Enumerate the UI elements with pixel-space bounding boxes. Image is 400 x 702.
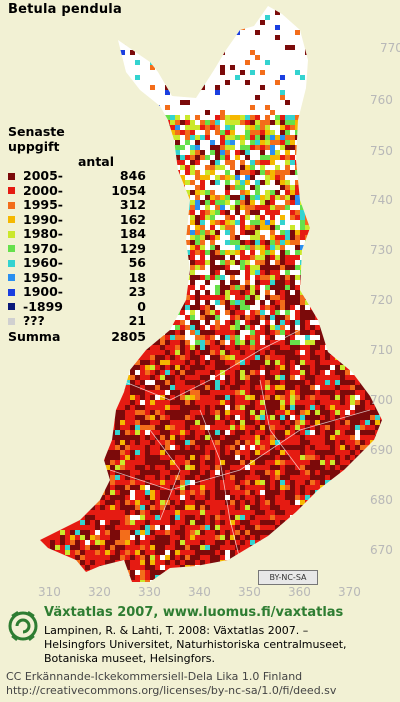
legend-sum-row: Summa 2805 (8, 328, 146, 345)
y-label-670: 670 (370, 543, 393, 557)
legend-sum-label: Summa (8, 328, 61, 344)
footer-atlas-link[interactable]: Växtatlas 2007, www.luomus.fi/vaxtatlas (44, 605, 344, 620)
legend-swatch (8, 259, 15, 267)
legend-period: 1960- (23, 255, 63, 271)
legend-row: -1899 0 (8, 298, 146, 315)
y-label-680: 680 (370, 493, 393, 507)
cc-license-badge[interactable]: BY-NC-SA (258, 570, 318, 585)
y-label-720: 720 (370, 293, 393, 307)
legend-swatch (8, 288, 15, 296)
legend-swatch (8, 172, 15, 180)
x-label-360: 360 (288, 585, 311, 599)
legend-row: 2000- 1054 (8, 182, 146, 199)
footer-citation-line-1: Lampinen, R. & Lahti, T. 2008: Växtatlas… (44, 624, 309, 637)
grid-labels: 770 760 750 740 730 720 710 700 690 680 … (38, 41, 400, 599)
legend-swatch (8, 317, 15, 325)
legend-swatch (8, 187, 15, 195)
legend-count: 56 (128, 255, 146, 271)
luomus-logo-icon (8, 610, 38, 641)
x-label-310: 310 (38, 585, 61, 599)
legend-swatch (8, 274, 15, 282)
legend-period: 1900- (23, 284, 63, 300)
legend-count: 312 (119, 197, 146, 213)
legend-row: 1990- 162 (8, 211, 146, 228)
legend: Senaste uppgift antal 2005- 846 2000- 1054 1… (8, 124, 146, 345)
legend-row: 2005- 846 (8, 169, 146, 184)
legend-period: 1950- (23, 269, 63, 285)
y-label-700: 700 (370, 393, 393, 407)
legend-heading: Senaste (8, 124, 65, 139)
legend-period: -1899 (23, 298, 63, 314)
species-title: Betula pendula (8, 2, 122, 17)
cc-badge-text: BY-NC-SA (269, 573, 307, 582)
x-label-370: 370 (338, 585, 361, 599)
legend-count: 129 (119, 240, 146, 256)
legend-period: 1990- (23, 211, 63, 227)
y-label-740: 740 (370, 193, 393, 207)
y-label-750: 750 (370, 144, 393, 158)
legend-row: 1950- 18 (8, 269, 146, 286)
legend-count-header: antal (78, 154, 115, 169)
legend-count: 1054 (111, 182, 146, 198)
x-label-350: 350 (238, 585, 261, 599)
x-label-340: 340 (188, 585, 211, 599)
legend-count: 21 (128, 313, 146, 329)
legend-count: 184 (119, 226, 146, 242)
legend-count: 23 (128, 284, 146, 300)
x-label-330: 330 (138, 585, 161, 599)
legend-row: 1960- 56 (8, 256, 146, 271)
legend-period: 1980- (23, 226, 63, 242)
footer-license-url[interactable]: http://creativecommons.org/licenses/by-n… (6, 684, 337, 697)
footer-license: CC Erkännande-Ickekommersiell-Dela Lika … (6, 670, 336, 698)
legend-count: 162 (119, 211, 146, 227)
y-label-760: 760 (370, 93, 393, 107)
legend-rows: 2005- 846 2000- 1054 1995- 312 1990- 162 1980- 18… (8, 169, 146, 329)
y-label-690: 690 (370, 443, 393, 457)
y-label-730: 730 (370, 243, 393, 257)
region-borders (109, 329, 371, 561)
legend-row: 1970- 129 (8, 240, 146, 257)
y-label-770: 770 (380, 41, 400, 55)
footer-license-name: CC Erkännande-Ickekommersiell-Dela Lika … (6, 670, 303, 683)
legend-period: 1970- (23, 240, 63, 256)
legend-period: 2005- (23, 168, 63, 184)
legend-swatch (8, 245, 15, 253)
legend-row: 1980- 184 (8, 227, 146, 242)
legend-count: 846 (119, 168, 146, 184)
legend-period: ??? (23, 313, 45, 329)
legend-heading-2: uppgift (8, 139, 60, 154)
legend-row: 1995- 312 (8, 198, 146, 213)
footer-citation-line-2: Helsingfors Universitet, Naturhistoriska… (44, 638, 347, 651)
legend-count: 18 (128, 269, 146, 285)
y-label-710: 710 (370, 343, 393, 357)
footer-citation-line-3: Botaniska museet, Helsingfors. (44, 652, 215, 665)
legend-period: 1995- (23, 197, 63, 213)
legend-swatch (8, 303, 15, 311)
distribution-map: 770 760 750 740 730 720 710 700 690 680 … (38, 6, 400, 599)
legend-swatch (8, 201, 15, 209)
legend-swatch (8, 216, 15, 224)
legend-swatch (8, 230, 15, 238)
footer-citation: Lampinen, R. & Lahti, T. 2008: Växtatlas… (44, 624, 347, 666)
legend-sum-value: 2805 (111, 328, 146, 344)
legend-count: 0 (137, 298, 146, 314)
legend-period: 2000- (23, 182, 63, 198)
legend-row: 1900- 23 (8, 285, 146, 300)
x-label-320: 320 (88, 585, 111, 599)
legend-row: ??? 21 (8, 314, 146, 329)
